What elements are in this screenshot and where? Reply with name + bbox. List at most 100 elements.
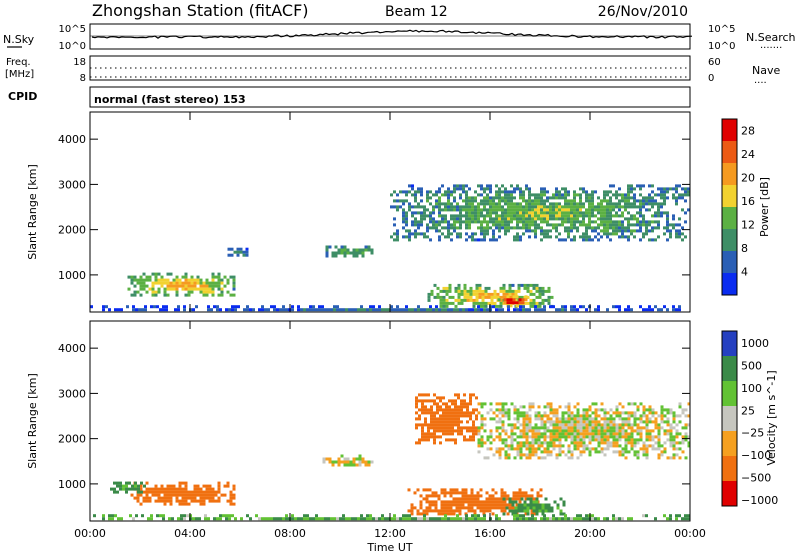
echo-cell [219,308,222,312]
echo-cell [534,205,537,209]
echo-cell [507,208,510,212]
echo-cell [166,499,170,503]
echo-cell [627,417,631,421]
echo-cell [618,432,622,436]
echo-cell [465,208,468,212]
echo-cell [381,308,384,312]
echo-cell [522,423,526,427]
echo-cell [576,432,580,436]
echo-cell [525,202,528,206]
echo-cell [537,214,540,218]
echo-cell [669,435,673,439]
echo-cell [421,435,424,439]
echo-cell [591,196,594,200]
echo-cell [540,205,543,209]
echo-cell [486,308,489,312]
echo-cell [546,420,550,424]
echo-cell [234,517,237,521]
echo-cell [654,202,657,206]
echo-cell [549,417,553,421]
echo-cell [559,509,563,513]
echo-cell [160,484,164,488]
echo-cell [657,223,660,227]
echo-cell [428,503,432,507]
echo-cell [156,305,159,309]
echo-cell [318,308,321,312]
echo-cell [567,226,570,230]
echo-cell [537,444,541,448]
echo-cell [442,420,445,424]
echo-cell [543,208,546,212]
echo-cell [633,438,637,442]
echo-cell [433,399,436,403]
echo-cell [648,308,651,312]
echo-cell [507,423,511,427]
velocity-colorbar-swatch [722,456,737,481]
echo-cell [597,408,601,412]
echo-cell [525,456,529,460]
echo-cell [618,187,621,191]
echo-cell [125,490,128,494]
echo-cell [549,305,552,309]
echo-cell [137,487,140,491]
velocity-colorbar-tick: 100 [741,382,762,395]
echo-cell [576,438,580,442]
echo-cell [126,305,129,309]
echo-cell [514,289,518,293]
echo-cell [547,509,551,513]
echo-cell [597,429,601,433]
echo-cell [208,499,212,503]
echo-cell [639,184,642,188]
echo-cell [633,402,637,406]
echo-cell [570,214,573,218]
echo-cell [408,184,411,188]
echo-cell [495,205,498,209]
echo-cell [405,220,408,224]
echo-cell [133,275,137,279]
echo-cell [510,211,513,215]
echo-cell [437,509,441,513]
echo-cell [390,305,393,309]
echo-cell [414,190,417,194]
echo-cell [472,301,476,305]
echo-cell [435,229,438,233]
echo-cell [245,250,249,254]
echo-cell [483,232,486,236]
echo-cell [515,494,519,498]
echo-cell [453,190,456,194]
echo-cell [645,456,649,460]
echo-cell [501,411,505,415]
echo-cell [430,411,433,415]
echo-cell [154,275,158,279]
echo-cell [502,292,506,296]
echo-cell [435,517,438,521]
echo-cell [573,420,577,424]
echo-cell [555,420,559,424]
echo-cell [630,447,634,451]
echo-cell [585,435,589,439]
echo-cell [552,208,555,212]
echo-cell [618,226,621,230]
echo-cell [672,196,675,200]
echo-cell [591,432,595,436]
echo-cell [627,517,630,521]
echo-cell [429,517,432,521]
echo-cell [451,408,454,412]
echo-cell [169,493,173,497]
echo-cell [454,417,457,421]
echo-cell [531,432,535,436]
echo-cell [232,278,236,282]
echo-cell [504,441,508,445]
velocity-colorbar-swatch [722,406,737,431]
echo-cell [461,506,465,510]
echo-cell [561,420,565,424]
echo-cell [429,190,432,194]
echo-cell [442,402,445,406]
echo-cell [503,500,507,504]
echo-cell [297,517,300,521]
echo-cell [603,205,606,209]
echo-cell [393,199,396,203]
echo-cell [512,506,516,510]
echo-cell [615,438,619,442]
echo-cell [474,199,477,203]
